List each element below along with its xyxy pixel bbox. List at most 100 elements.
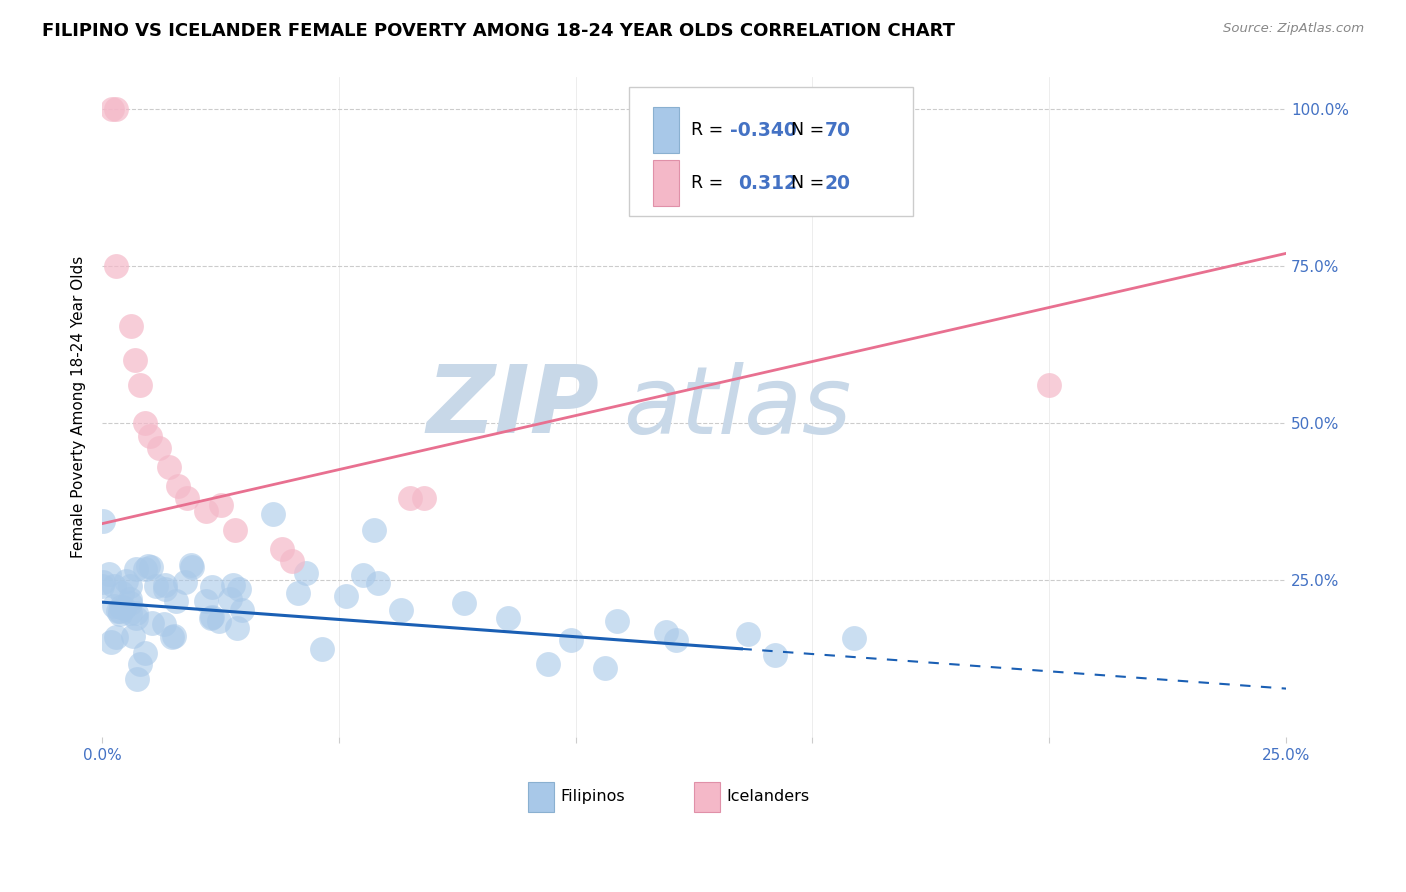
Point <box>120 579 142 593</box>
Point <box>141 615 163 630</box>
Point <box>120 592 142 607</box>
Text: FILIPINO VS ICELANDER FEMALE POVERTY AMONG 18-24 YEAR OLDS CORRELATION CHART: FILIPINO VS ICELANDER FEMALE POVERTY AMO… <box>42 22 955 40</box>
Point <box>128 657 150 671</box>
Point <box>842 631 865 645</box>
Text: Icelanders: Icelanders <box>725 789 810 805</box>
Point <box>453 596 475 610</box>
Point <box>335 589 357 603</box>
Point <box>496 611 519 625</box>
Bar <box>652 160 679 206</box>
Point <box>195 504 218 518</box>
Point <box>112 600 135 615</box>
Point <box>145 579 167 593</box>
Point <box>201 609 224 624</box>
Point <box>91 579 114 593</box>
Point <box>111 586 134 600</box>
Point <box>560 632 582 647</box>
Text: 20: 20 <box>824 174 851 193</box>
Point <box>120 318 142 333</box>
Point <box>287 586 309 600</box>
Point <box>148 441 170 455</box>
Point <box>121 630 143 644</box>
Point <box>536 657 558 671</box>
Point <box>134 562 156 576</box>
Point <box>209 498 232 512</box>
Point <box>208 614 231 628</box>
Text: N =: N = <box>792 121 830 139</box>
Point <box>125 672 148 686</box>
Point <box>181 559 204 574</box>
Point <box>176 491 198 506</box>
Bar <box>529 781 554 812</box>
Point <box>103 599 125 614</box>
Point <box>174 574 197 589</box>
Point <box>108 604 131 618</box>
Point <box>655 625 678 640</box>
Point <box>389 603 412 617</box>
Point <box>606 614 628 628</box>
Point <box>139 560 162 574</box>
Point <box>593 661 616 675</box>
Point <box>226 621 249 635</box>
Text: ZIP: ZIP <box>426 361 599 453</box>
Point <box>100 102 122 116</box>
Point <box>134 646 156 660</box>
Point <box>763 648 786 662</box>
Point <box>125 611 148 625</box>
Text: -0.340: -0.340 <box>730 120 796 140</box>
Point <box>165 594 187 608</box>
FancyBboxPatch shape <box>628 87 912 216</box>
Point <box>367 575 389 590</box>
Text: 0.312: 0.312 <box>738 174 797 193</box>
Point <box>105 259 128 273</box>
Point <box>110 599 132 614</box>
Point <box>107 604 129 618</box>
Point <box>91 574 114 589</box>
Point <box>91 514 114 528</box>
Point <box>231 603 253 617</box>
Point <box>157 460 180 475</box>
Point <box>138 428 160 442</box>
Text: Source: ZipAtlas.com: Source: ZipAtlas.com <box>1223 22 1364 36</box>
Point <box>163 629 186 643</box>
Point <box>125 606 148 620</box>
Text: 70: 70 <box>824 120 851 140</box>
Point <box>114 574 136 588</box>
Point <box>224 523 246 537</box>
Point <box>118 596 141 610</box>
Point <box>153 582 176 596</box>
Point <box>228 582 250 596</box>
Point <box>110 607 132 621</box>
Point <box>100 635 122 649</box>
Point <box>413 491 436 506</box>
Point <box>104 630 127 644</box>
Text: Filipinos: Filipinos <box>561 789 624 805</box>
Point <box>160 630 183 644</box>
Point <box>201 580 224 594</box>
Point <box>124 353 146 368</box>
Text: R =: R = <box>690 174 728 192</box>
Point <box>219 592 242 607</box>
Point <box>294 566 316 581</box>
Point <box>125 561 148 575</box>
Point <box>352 567 374 582</box>
Point <box>180 558 202 572</box>
Point <box>200 611 222 625</box>
Point <box>311 642 333 657</box>
Point <box>271 541 294 556</box>
Point <box>1038 378 1060 392</box>
Text: N =: N = <box>792 174 830 192</box>
Bar <box>695 781 720 812</box>
Point <box>363 523 385 537</box>
Point <box>167 479 190 493</box>
Bar <box>652 107 679 153</box>
Point <box>98 567 121 582</box>
Point <box>138 559 160 574</box>
Point <box>280 554 302 568</box>
Point <box>153 617 176 632</box>
Point <box>153 578 176 592</box>
Text: R =: R = <box>690 121 728 139</box>
Point <box>665 632 688 647</box>
Point <box>262 507 284 521</box>
Point <box>103 578 125 592</box>
